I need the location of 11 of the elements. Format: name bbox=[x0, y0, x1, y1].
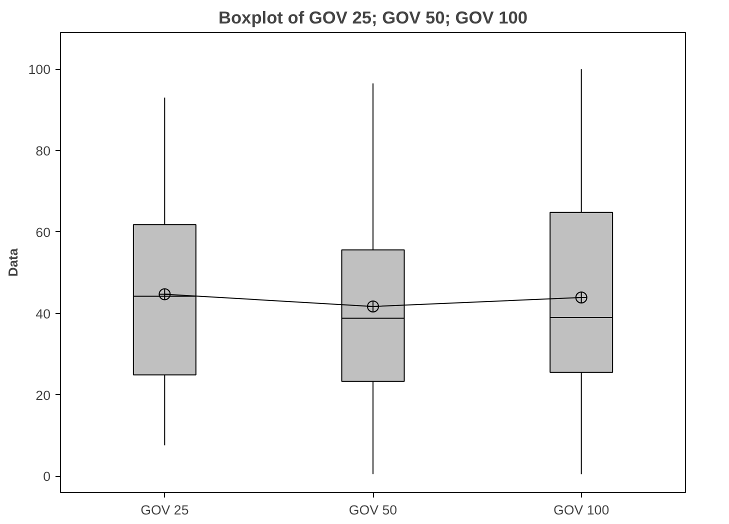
y-tick-label: 20 bbox=[36, 388, 51, 403]
y-tick-label: 100 bbox=[28, 62, 51, 78]
y-tick-label: 40 bbox=[36, 306, 51, 322]
y-tick-label: 80 bbox=[36, 144, 51, 159]
chart-title: Boxplot of GOV 25; GOV 50; GOV 100 bbox=[218, 8, 528, 28]
x-tick-label: GOV 100 bbox=[554, 502, 610, 518]
y-tick-label: 0 bbox=[43, 469, 51, 484]
x-tick-label: GOV 25 bbox=[140, 502, 189, 518]
x-tick-label: GOV 50 bbox=[348, 502, 398, 518]
y-axis-title: Data bbox=[5, 248, 20, 277]
y-tick-label: 60 bbox=[36, 224, 51, 240]
